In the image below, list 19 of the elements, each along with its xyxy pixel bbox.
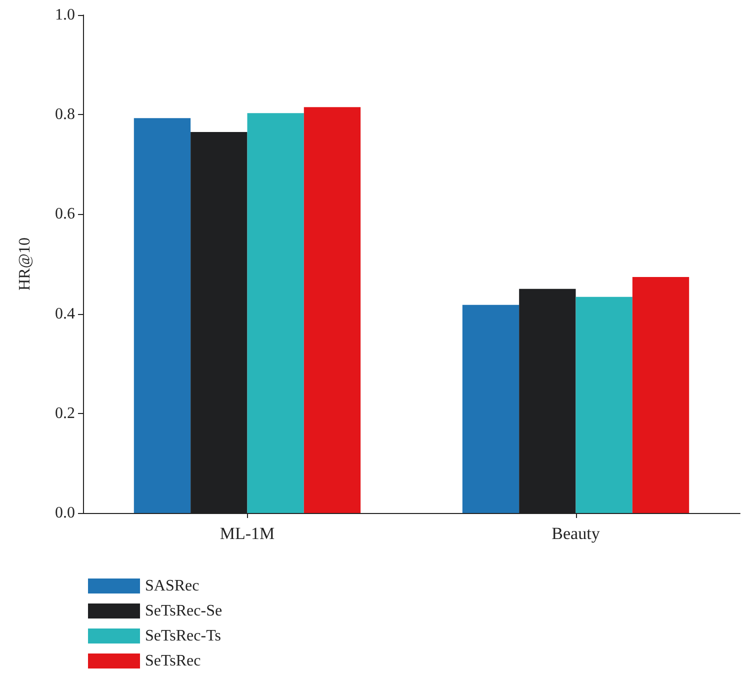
y-axis-title: HR@10 [16,238,34,290]
legend-label: SeTsRec-Ts [145,628,221,644]
bar [576,296,632,513]
y-tick-label: 0.8 [55,106,75,124]
x-tick-label: Beauty [552,524,600,543]
y-tick-label: 0.2 [55,404,75,422]
y-tick-label: 0.4 [55,305,75,322]
bar [462,304,520,513]
bar [247,113,304,513]
bar [632,276,690,513]
y-tick-label: 1.0 [55,6,75,24]
y-tick-label: 0.6 [55,206,75,223]
bar [134,118,191,513]
legend-label: SeTsRec [145,652,201,670]
bar [304,107,361,513]
legend-label: SeTsRec-Se [145,602,222,620]
legend-label: SASRec [145,578,200,594]
x-tick-label: ML-1M [220,524,275,543]
y-tick-label: 0.0 [55,504,75,522]
